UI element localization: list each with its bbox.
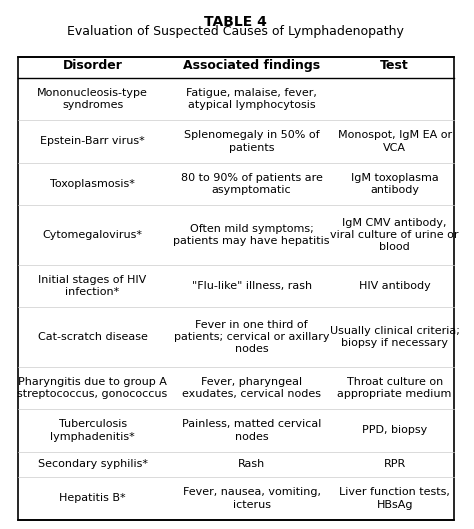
Text: Cytomegalovirus*: Cytomegalovirus* — [43, 230, 143, 240]
Text: Associated findings: Associated findings — [183, 59, 320, 72]
Text: Cat-scratch disease: Cat-scratch disease — [37, 332, 147, 342]
Text: Test: Test — [380, 59, 409, 72]
Text: HIV antibody: HIV antibody — [359, 281, 430, 291]
Text: IgM toxoplasma
antibody: IgM toxoplasma antibody — [351, 173, 438, 195]
Text: PPD, biopsy: PPD, biopsy — [362, 425, 427, 435]
Text: Disorder: Disorder — [63, 59, 122, 72]
Text: Fever in one third of
patients; cervical or axillary
nodes: Fever in one third of patients; cervical… — [174, 320, 329, 354]
Text: Epstein-Barr virus*: Epstein-Barr virus* — [40, 136, 145, 147]
Text: Pharyngitis due to group A
streptococcus, gonococcus: Pharyngitis due to group A streptococcus… — [18, 377, 168, 399]
Text: Hepatitis B*: Hepatitis B* — [59, 494, 126, 504]
Text: 80 to 90% of patients are
asymptomatic: 80 to 90% of patients are asymptomatic — [181, 173, 322, 195]
Text: Fever, nausea, vomiting,
icterus: Fever, nausea, vomiting, icterus — [182, 487, 320, 509]
Text: Initial stages of HIV
infection*: Initial stages of HIV infection* — [38, 275, 147, 297]
Text: Toxoplasmosis*: Toxoplasmosis* — [50, 179, 135, 189]
Text: Tuberculosis
lymphadenitis*: Tuberculosis lymphadenitis* — [50, 419, 135, 442]
Text: Splenomegaly in 50% of
patients: Splenomegaly in 50% of patients — [184, 130, 319, 153]
Text: Usually clinical criteria;
biopsy if necessary: Usually clinical criteria; biopsy if nec… — [330, 326, 460, 348]
Text: "Flu-like" illness, rash: "Flu-like" illness, rash — [191, 281, 311, 291]
Text: Rash: Rash — [238, 460, 265, 469]
Text: Fatigue, malaise, fever,
atypical lymphocytosis: Fatigue, malaise, fever, atypical lympho… — [186, 88, 317, 110]
Text: Mononucleosis-type
syndromes: Mononucleosis-type syndromes — [37, 88, 148, 110]
Text: Fever, pharyngeal
exudates, cervical nodes: Fever, pharyngeal exudates, cervical nod… — [182, 377, 321, 399]
Text: Throat culture on
appropriate medium: Throat culture on appropriate medium — [337, 377, 452, 399]
Text: Painless, matted cervical
nodes: Painless, matted cervical nodes — [182, 419, 321, 442]
Text: Monospot, IgM EA or
VCA: Monospot, IgM EA or VCA — [337, 130, 452, 153]
Text: Often mild symptoms;
patients may have hepatitis: Often mild symptoms; patients may have h… — [173, 224, 330, 246]
Text: Secondary syphilis*: Secondary syphilis* — [37, 460, 147, 469]
Text: IgM CMV antibody,
viral culture of urine or
blood: IgM CMV antibody, viral culture of urine… — [330, 217, 459, 252]
Text: TABLE 4: TABLE 4 — [204, 14, 267, 29]
Text: Evaluation of Suspected Causes of Lymphadenopathy: Evaluation of Suspected Causes of Lympha… — [67, 25, 404, 38]
Text: RPR: RPR — [383, 460, 406, 469]
Text: Liver function tests,
HBsAg: Liver function tests, HBsAg — [339, 487, 450, 509]
